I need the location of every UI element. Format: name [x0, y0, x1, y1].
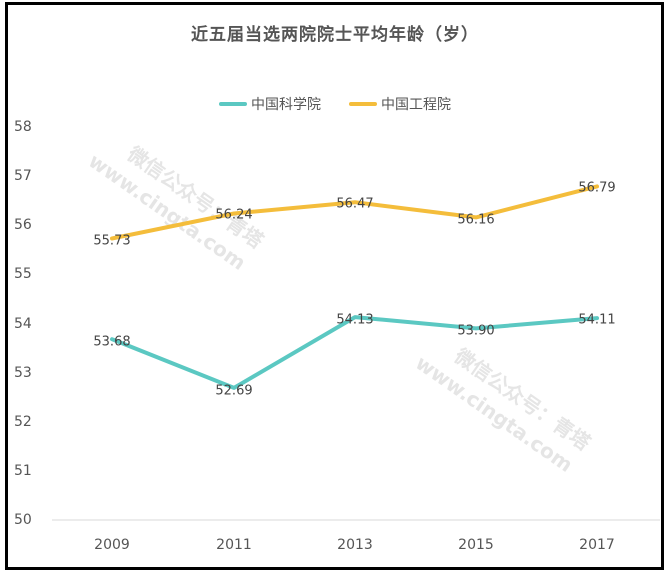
- y-tick-57: 57: [14, 168, 32, 184]
- y-tick-56: 56: [14, 217, 32, 233]
- y-tick-53: 53: [14, 365, 32, 381]
- legend-item-cae: 中国工程院: [349, 94, 451, 114]
- x-tick-2013: 2013: [337, 537, 373, 553]
- legend-label-cae: 中国工程院: [381, 97, 451, 113]
- data-label-cas-2011: 52.69: [215, 383, 253, 399]
- y-tick-51: 51: [14, 463, 32, 479]
- legend: 中国科学院 中国工程院: [0, 94, 670, 114]
- chart-frame: [5, 2, 664, 570]
- data-label-cae-2009: 55.73: [93, 233, 131, 249]
- data-label-cas-2015: 53.90: [457, 323, 495, 339]
- x-tick-2015: 2015: [458, 537, 494, 553]
- data-label-cas-2009: 53.68: [93, 334, 131, 350]
- data-label-cas-2013: 54.13: [336, 312, 374, 328]
- y-tick-52: 52: [14, 414, 32, 430]
- y-tick-54: 54: [14, 316, 32, 332]
- series-line-cas: [110, 315, 599, 390]
- legend-swatch-cas: [219, 102, 247, 106]
- x-tick-2017: 2017: [579, 537, 615, 553]
- data-label-cae-2017: 56.79: [578, 180, 616, 196]
- y-tick-55: 55: [14, 266, 32, 282]
- legend-swatch-cae: [349, 102, 377, 106]
- data-label-cae-2013: 56.47: [336, 196, 374, 212]
- y-tick-58: 58: [14, 119, 32, 135]
- x-tick-2011: 2011: [216, 537, 252, 553]
- data-label-cae-2015: 56.16: [457, 212, 495, 228]
- data-label-cae-2011: 56.24: [215, 207, 253, 223]
- series-line-cae: [110, 184, 599, 241]
- legend-label-cas: 中国科学院: [251, 97, 321, 113]
- data-label-cas-2017: 54.11: [578, 312, 616, 328]
- chart-title: 近五届当选两院院士平均年龄（岁）: [191, 25, 479, 45]
- legend-item-cas: 中国科学院: [219, 94, 321, 114]
- y-tick-50: 50: [14, 512, 32, 528]
- x-tick-2009: 2009: [94, 537, 130, 553]
